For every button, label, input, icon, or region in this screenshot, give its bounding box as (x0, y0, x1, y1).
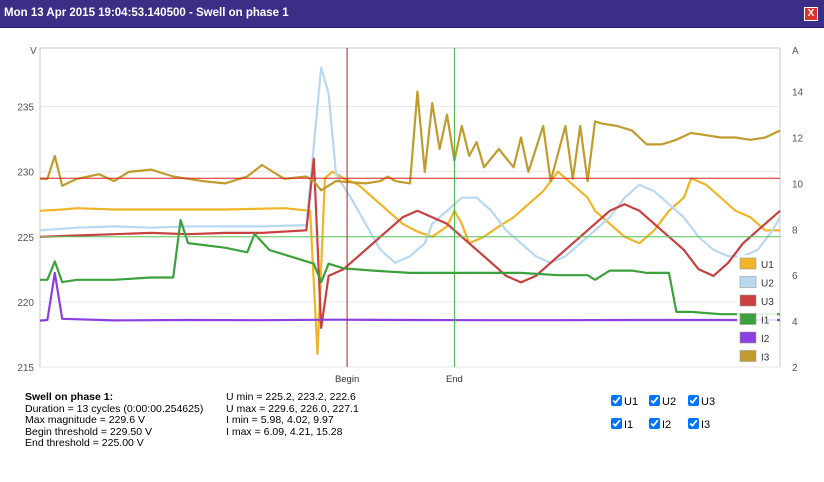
end-threshold-text: End threshold = 225.00 V (25, 437, 144, 449)
event-heading: Swell on phase 1: (25, 391, 114, 403)
right-axis-tick-label: 12 (792, 134, 804, 145)
legend-swatch (739, 276, 757, 288)
legend-swatch (739, 331, 757, 344)
begin-threshold-text: Begin threshold = 229.50 V (25, 425, 152, 438)
right-axis-label: A (792, 46, 799, 57)
close-button[interactable]: X (804, 7, 818, 21)
series-line-i2 (39, 271, 780, 322)
toggle-u1[interactable]: U1 (611, 395, 638, 408)
right-axis-tick-label: 14 (792, 88, 804, 99)
marker-label-end: End (446, 374, 463, 385)
toggle-i2[interactable]: I2 (649, 418, 671, 431)
series-line-u1 (39, 170, 780, 356)
checkbox-i1[interactable] (611, 418, 622, 429)
series-toggles: U1 U2 U3 I1 I2 I3 (611, 393, 741, 437)
window-title: Mon 13 Apr 2015 19:04:53.140500 - Swell … (4, 7, 289, 19)
u-max-text: U max = 229.6, 226.0, 227.1 (226, 402, 359, 415)
right-axis-tick-label: 6 (792, 271, 798, 282)
i-max-text: I max = 6.09, 4.21, 15.28 (226, 425, 343, 438)
max-magnitude-text: Max magnitude = 229.6 V (25, 414, 145, 426)
toggle-i3[interactable]: I3 (688, 418, 710, 431)
u-min-text: U min = 225.2, 223.2, 222.6 (226, 391, 356, 403)
left-axis-tick-label: 225 (17, 233, 34, 244)
legend-label: I2 (761, 334, 770, 345)
marker-label-begin: Begin (335, 374, 359, 385)
right-axis-tick-label: 8 (792, 225, 798, 236)
legend-label: I3 (761, 353, 770, 364)
legend-box (737, 255, 777, 365)
legend-label: U3 (761, 297, 774, 308)
min-max-summary: U min = 225.2, 223.2, 222.6 U max = 229.… (226, 391, 359, 438)
plot-area (39, 47, 781, 368)
checkbox-u2[interactable] (649, 395, 660, 406)
legend-swatch (739, 313, 757, 325)
legend-label: U1 (761, 260, 774, 271)
checkbox-u3[interactable] (688, 395, 699, 406)
toggle-u3[interactable]: U3 (688, 395, 715, 408)
checkbox-i3[interactable] (688, 418, 699, 429)
checkbox-u1[interactable] (611, 395, 622, 406)
right-axis-tick-label: 4 (792, 317, 798, 328)
right-axis-tick-label: 2 (792, 363, 798, 374)
left-axis-tick-label: 235 (17, 103, 34, 114)
series-line-u3 (39, 157, 781, 329)
event-summary: Swell on phase 1: Duration = 13 cycles (… (25, 391, 204, 450)
legend-swatch (739, 350, 757, 362)
left-axis-tick-label: 230 (17, 168, 34, 179)
toggle-i1[interactable]: I1 (611, 418, 633, 431)
left-axis-label: V (30, 46, 37, 57)
series-line-i1 (40, 219, 780, 316)
left-axis-tick-label: 220 (17, 298, 34, 309)
legend-swatch (739, 257, 757, 270)
right-axis-tick-label: 10 (792, 179, 804, 190)
legend-swatch (739, 294, 757, 307)
toggle-u2[interactable]: U2 (649, 395, 676, 408)
i-min-text: I min = 5.98, 4.02, 9.97 (226, 414, 334, 426)
checkbox-i2[interactable] (649, 418, 660, 429)
waveform-chart: 215 220 225 230 235 2 4 6 8 10 12 14 V A Begin End U1 U2 U… (17, 46, 804, 385)
legend-label: U2 (761, 279, 774, 290)
window-titlebar: Mon 13 Apr 2015 19:04:53.140500 - Swell … (0, 0, 824, 28)
legend-label: I1 (761, 316, 770, 327)
left-axis-tick-label: 215 (17, 363, 34, 374)
duration-text: Duration = 13 cycles (0:00:00.254625) (25, 402, 204, 415)
